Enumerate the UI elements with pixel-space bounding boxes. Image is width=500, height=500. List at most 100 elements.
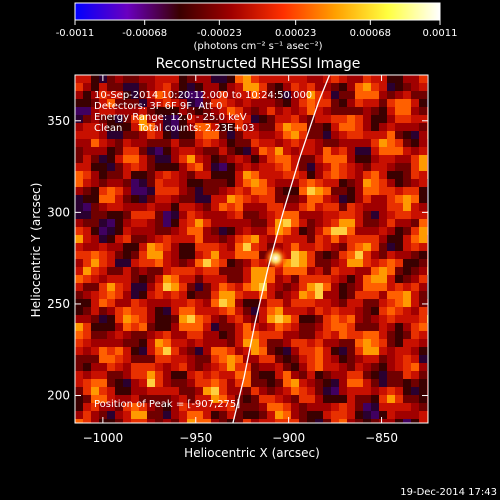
heatmap-cell [115,107,124,116]
heatmap-cell [99,363,108,372]
heatmap-cell [291,315,300,324]
heatmap-cell [91,187,100,196]
heatmap-cell [163,99,172,108]
heatmap-cell [291,283,300,292]
heatmap-cell [347,235,356,244]
heatmap-cell [355,363,364,372]
heatmap-cell [283,91,292,100]
heatmap-cell [315,163,324,172]
heatmap-cell [131,171,140,180]
heatmap-cell [275,171,284,180]
heatmap-cell [299,155,308,164]
heatmap-cell [163,299,172,308]
heatmap-cell [283,107,292,116]
heatmap-cell [139,115,148,124]
heatmap-cell [83,299,92,308]
heatmap-cell [243,331,252,340]
heatmap-cell [267,163,276,172]
heatmap-cell [371,267,380,276]
heatmap-cell [371,315,380,324]
heatmap-cell [219,163,228,172]
heatmap-cell [259,147,268,156]
heatmap-cell [147,315,156,324]
heatmap-cell [227,75,236,84]
heatmap-cell [147,347,156,356]
heatmap-cell [123,331,132,340]
heatmap-cell [203,227,212,236]
heatmap-cell [307,131,316,140]
footer-timestamp: 19-Dec-2014 17:43 [400,487,497,498]
heatmap-cell [331,339,340,348]
heatmap-cell [315,115,324,124]
heatmap-cell [163,171,172,180]
heatmap-cell [123,227,132,236]
heatmap-cell [123,155,132,164]
heatmap-cell [131,355,140,364]
heatmap-cell [187,147,196,156]
heatmap-cell [419,147,428,156]
heatmap-cell [195,267,204,276]
heatmap-cell [107,371,116,380]
heatmap-cell [123,347,132,356]
heatmap-cell [203,355,212,364]
heatmap-cell [315,171,324,180]
heatmap-cell [147,115,156,124]
heatmap-cell [363,179,372,188]
heatmap-cell [307,395,316,404]
heatmap-cell [163,419,172,423]
heatmap-cell [379,179,388,188]
heatmap-cell [219,75,228,84]
heatmap-cell [195,131,204,140]
heatmap-cell [195,251,204,260]
heatmap-cell [123,91,132,100]
heatmap-cell [243,419,252,423]
heatmap-cell [251,211,260,220]
heatmap-cell [131,259,140,268]
heatmap-cell [155,251,164,260]
heatmap-cell [259,323,268,332]
heatmap-cell [163,131,172,140]
heatmap-cell [235,323,244,332]
heatmap-cell [347,187,356,196]
heatmap-cell [139,267,148,276]
heatmap-cell [395,267,404,276]
heatmap-cell [115,331,124,340]
heatmap-cell [131,251,140,260]
heatmap-cell [235,91,244,100]
heatmap-cell [75,355,84,364]
heatmap-cell [403,75,412,84]
heatmap-cell [227,419,236,423]
heatmap-cell [203,419,212,423]
heatmap-cell [299,347,308,356]
heatmap-cell [83,219,92,228]
heatmap-cell [227,115,236,124]
heatmap-cell [355,171,364,180]
heatmap-cell [363,339,372,348]
heatmap-cell [387,291,396,300]
heatmap-cell [347,131,356,140]
heatmap-cell [323,403,332,412]
heatmap-cell [283,275,292,284]
heatmap-cell [275,91,284,100]
heatmap-cell [403,219,412,228]
heatmap-cell [227,219,236,228]
heatmap-cell [387,187,396,196]
heatmap-cell [251,195,260,204]
heatmap-cell [123,211,132,220]
heatmap-cell [203,139,212,148]
heatmap-cell [291,203,300,212]
heatmap-cell [163,315,172,324]
heatmap-cell [339,99,348,108]
heatmap-cell [283,203,292,212]
heatmap-cell [387,211,396,220]
heatmap-cell [195,419,204,423]
heatmap-cell [107,75,116,84]
heatmap-cell [283,99,292,108]
heatmap-cell [147,203,156,212]
heatmap-cell [227,195,236,204]
heatmap-cell [355,83,364,92]
heatmap-cell [259,307,268,316]
heatmap-cell [115,139,124,148]
heatmap-cell [411,99,420,108]
heatmap-cell [99,123,108,132]
